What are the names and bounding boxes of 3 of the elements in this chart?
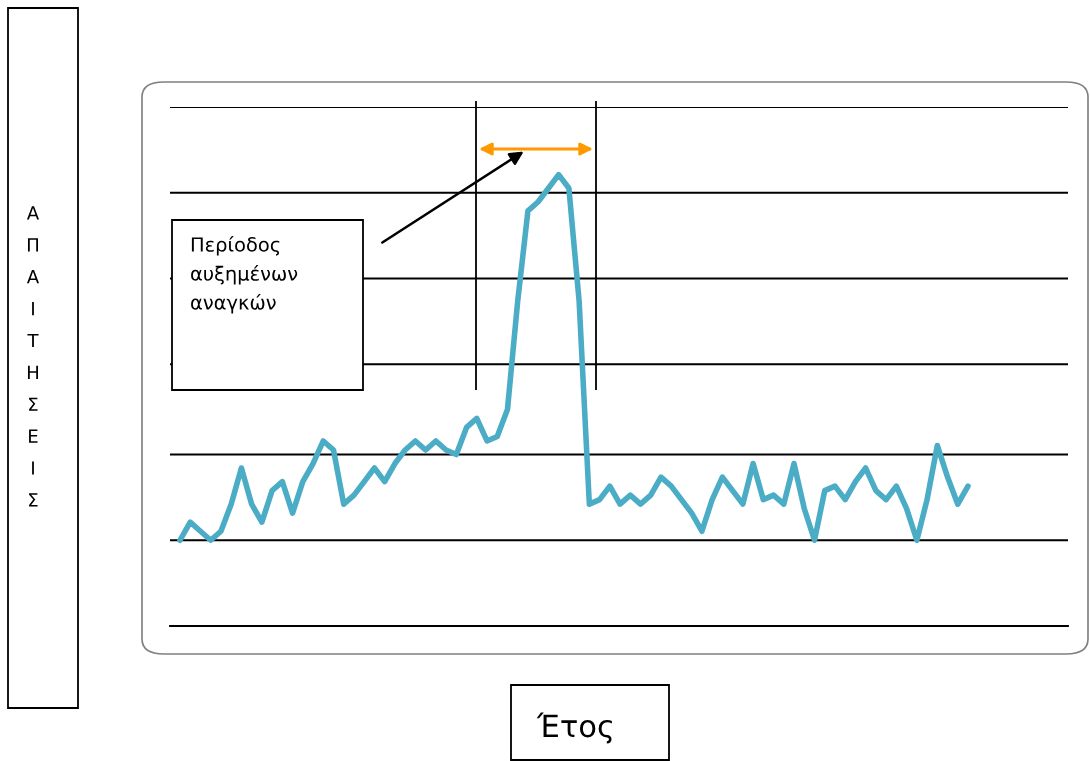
annotation: Περίοδος αυξημένων αναγκών <box>191 236 298 314</box>
text: Έτος <box>536 712 612 744</box>
text: ΑΠΑΙΤΗΣΕΙΣ <box>26 206 40 507</box>
